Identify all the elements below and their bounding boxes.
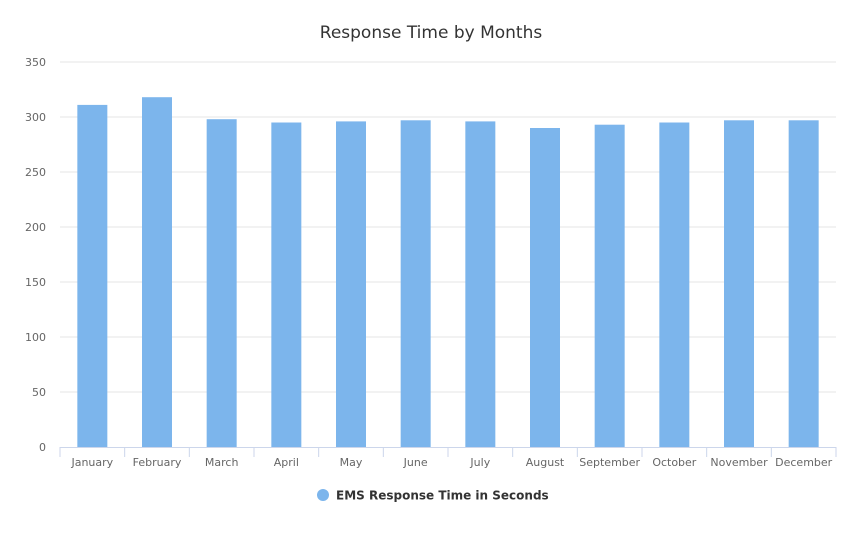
x-tick-label: January [70,456,113,469]
x-tick-label: March [205,456,239,469]
bar[interactable] [594,124,625,447]
y-tick-label: 50 [32,386,46,399]
x-axis: January February March April May June July Augu… [59,447,837,469]
x-tick-label: December [775,456,833,469]
x-tick-label: August [526,456,565,469]
y-tick-label: 200 [25,221,46,234]
x-tick-label: November [710,456,768,469]
chart-title: Response Time by Months [320,23,543,43]
x-tick-label: May [340,456,363,469]
legend-marker[interactable] [317,489,329,501]
bars [77,97,819,448]
y-tick-label: 300 [25,111,46,124]
bar[interactable] [142,97,172,447]
y-tick-label: 150 [25,276,46,289]
bar[interactable] [724,120,754,448]
y-tick-label: 350 [25,56,46,69]
legend-label[interactable]: EMS Response Time in Seconds [336,489,549,503]
y-axis-ticks: 0 50 100 150 200 250 300 350 [25,56,46,454]
x-tick-label: April [274,456,299,469]
x-tick-label: October [652,456,696,469]
x-tick-label: June [403,456,428,469]
legend[interactable]: EMS Response Time in Seconds [317,489,549,503]
x-tick-label: February [133,456,182,469]
grid-lines [60,61,836,393]
bar[interactable] [271,122,302,448]
bar[interactable] [77,104,108,448]
bar[interactable] [465,121,496,448]
bar[interactable] [336,121,366,448]
y-tick-label: 0 [39,441,46,454]
x-tick-label: July [469,456,490,469]
x-tick-label: September [579,456,640,469]
bar[interactable] [659,122,690,448]
y-tick-label: 250 [25,166,46,179]
bar[interactable] [788,120,819,448]
y-tick-label: 100 [25,331,46,344]
bar[interactable] [530,128,560,447]
bar[interactable] [400,120,431,448]
bar[interactable] [206,119,237,447]
